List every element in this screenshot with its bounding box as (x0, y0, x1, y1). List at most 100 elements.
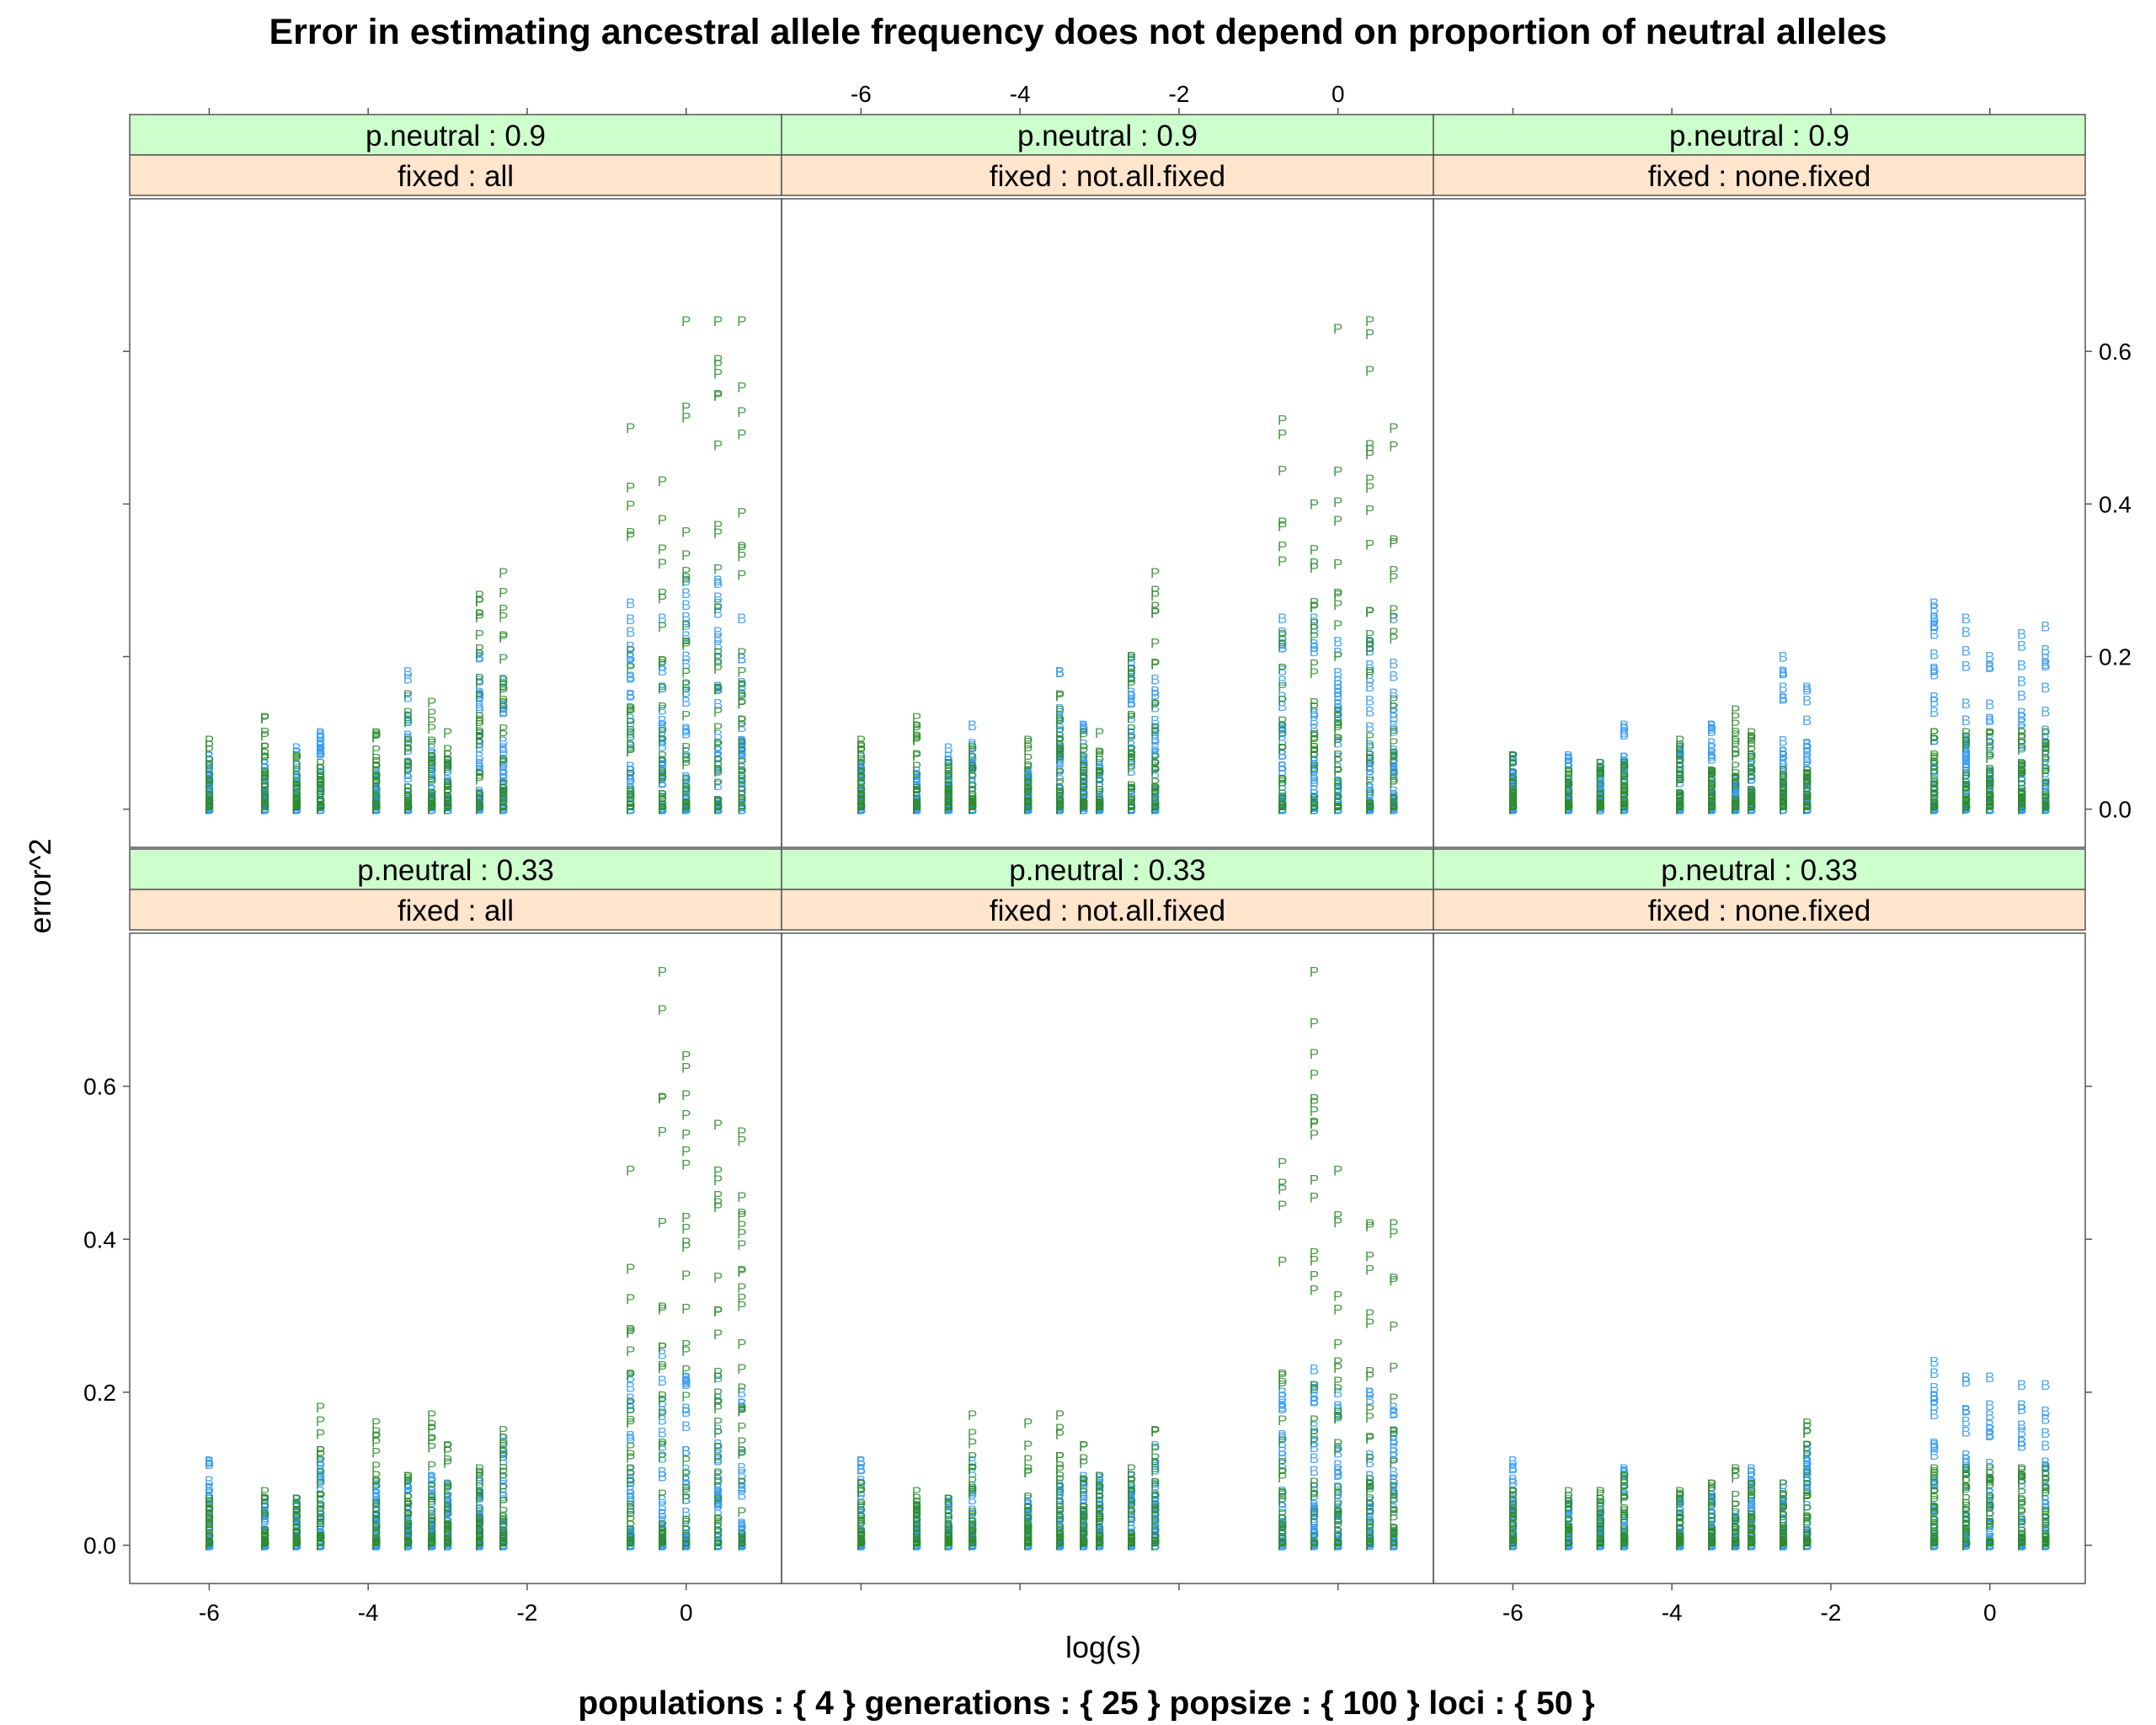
point-p: P (737, 697, 746, 713)
point-b: B (443, 789, 452, 805)
point-p: P (626, 802, 635, 818)
point-p: P (475, 792, 484, 808)
point-b: B (713, 801, 723, 817)
point-b: B (475, 673, 484, 689)
point-p: P (316, 798, 325, 814)
point-p: P (737, 696, 746, 712)
point-p: P (499, 793, 508, 809)
point-p: P (316, 1400, 325, 1416)
point-p: P (499, 1423, 508, 1439)
point-p: P (1278, 633, 1287, 649)
point-b: B (713, 575, 723, 591)
point-p: P (1127, 722, 1136, 738)
point-b: B (2041, 643, 2050, 659)
point-p: P (205, 796, 214, 812)
point-b: B (292, 777, 302, 793)
point-b: B (205, 782, 214, 798)
point-p: P (713, 438, 723, 454)
point-b: B (857, 1454, 866, 1470)
point-p: P (499, 1449, 508, 1465)
point-b: B (403, 801, 413, 817)
point-b: B (260, 756, 270, 772)
point-p: P (1310, 656, 1319, 672)
point-b: B (681, 802, 691, 818)
point-b: B (427, 746, 436, 762)
point-p: P (1055, 1407, 1065, 1423)
point-p: P (658, 791, 667, 807)
point-b: B (499, 788, 508, 804)
point-p: P (403, 781, 413, 797)
point-p: P (681, 802, 691, 818)
point-b: B (292, 767, 302, 783)
point-p: P (292, 793, 302, 809)
point-p: P (427, 736, 436, 752)
point-b: B (205, 769, 214, 785)
point-p: P (292, 751, 302, 767)
point-p: P (443, 757, 452, 773)
point-p: P (1333, 747, 1342, 763)
point-b: B (737, 798, 746, 814)
point-p: P (626, 420, 635, 436)
point-p: P (443, 801, 452, 817)
point-p: P (1127, 1531, 1136, 1547)
point-p: P (316, 1443, 325, 1459)
point-p: P (681, 796, 691, 812)
point-p: P (1023, 1500, 1033, 1516)
point-p: P (912, 801, 921, 817)
point-b: B (292, 798, 302, 814)
point-b: B (475, 698, 484, 714)
point-b: B (1333, 633, 1342, 649)
point-b: B (912, 785, 921, 801)
point-p: P (475, 788, 484, 804)
point-p: P (403, 802, 413, 818)
point-p: P (857, 802, 866, 818)
point-p: P (737, 404, 746, 420)
point-p: P (316, 787, 325, 803)
point-p: P (499, 1494, 508, 1510)
point-p: P (403, 1535, 413, 1551)
point-p: P (371, 789, 381, 805)
point-b: B (371, 793, 381, 809)
point-p: P (205, 788, 214, 804)
point-b: B (857, 748, 866, 764)
point-p: P (1365, 313, 1374, 329)
point-p: P (1095, 799, 1104, 815)
point-b: B (912, 800, 921, 816)
point-b: B (658, 680, 667, 696)
point-b: B (403, 788, 413, 804)
point-b: B (499, 797, 508, 813)
point-p: P (371, 725, 381, 741)
point-p: P (912, 797, 921, 813)
point-b: B (1961, 658, 1971, 674)
point-b: B (681, 677, 691, 693)
point-p: P (292, 802, 302, 818)
point-b: B (737, 611, 746, 627)
point-p: P (292, 800, 302, 816)
point-p: P (205, 801, 214, 817)
point-p: P (292, 789, 302, 805)
point-p: P (626, 704, 635, 720)
point-b: B (737, 735, 746, 751)
point-b: B (205, 772, 214, 788)
point-b: B (626, 687, 635, 703)
point-b: B (475, 796, 484, 812)
point-b: B (857, 802, 866, 818)
point-b: B (681, 799, 691, 815)
point-p: P (427, 750, 436, 766)
point-b: B (626, 783, 635, 799)
point-p: P (681, 753, 691, 769)
point-p: P (292, 778, 302, 794)
point-p: P (626, 745, 635, 761)
point-b: B (658, 718, 667, 734)
point-p: P (713, 793, 723, 809)
point-b: B (912, 802, 921, 818)
point-b: B (292, 802, 302, 818)
point-b: B (371, 788, 381, 804)
point-b: B (316, 761, 325, 777)
point-p: P (1278, 1375, 1287, 1391)
point-b: B (626, 595, 635, 611)
point-p: P (2041, 801, 2050, 817)
point-p: P (1095, 1514, 1104, 1530)
point-b: B (681, 656, 691, 672)
point-p: P (371, 789, 381, 805)
